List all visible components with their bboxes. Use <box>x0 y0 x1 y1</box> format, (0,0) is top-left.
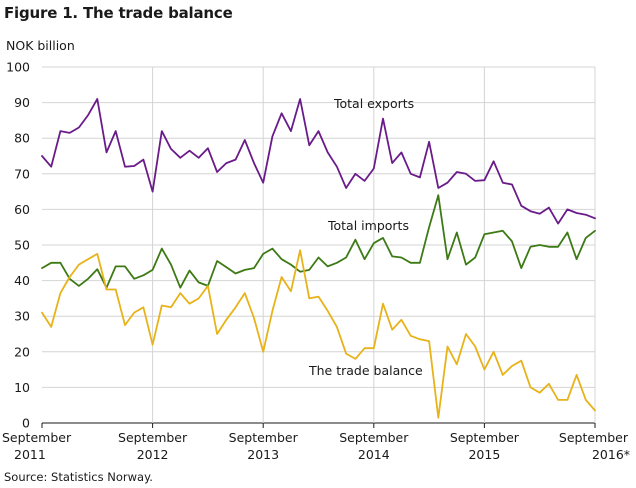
y-tick-label: 0 <box>22 416 30 431</box>
x-tick-label-year: 2011 <box>14 447 46 462</box>
annotation-total-imports: Total imports <box>327 218 409 233</box>
series-line-total-exports <box>41 98 596 225</box>
y-tick-label: 10 <box>14 380 30 395</box>
y-tick-label: 50 <box>14 238 30 253</box>
x-tick-label: September <box>118 430 188 445</box>
x-tick-label: September <box>559 430 629 445</box>
y-tick-label: 60 <box>14 202 30 217</box>
line-chart: 0 10 20 30 40 50 60 70 80 90 100 September 2011 Septe… <box>2 60 630 463</box>
y-tick-label: 30 <box>14 309 30 324</box>
y-tick-label: 40 <box>14 273 30 288</box>
x-tick-label-year: 2013 <box>247 447 279 462</box>
x-tick-label-year: 2014 <box>358 447 390 462</box>
series-line-the-trade-balance <box>41 249 596 419</box>
annotation-the-trade-balance: The trade balance <box>308 363 423 378</box>
annotation-total-exports: Total exports <box>333 96 414 111</box>
x-tick-label-year: 2012 <box>137 447 169 462</box>
x-tick-label-year: 2016* <box>592 447 630 462</box>
y-axis-unit-label: NOK billion <box>6 38 75 53</box>
x-tick-label: September <box>339 430 409 445</box>
x-tick-label: September <box>2 430 72 445</box>
x-tick-label-year: 2015 <box>468 447 500 462</box>
series-line-total-imports <box>41 194 596 289</box>
y-tick-label: 80 <box>14 131 30 146</box>
y-tick-label: 100 <box>6 60 30 75</box>
source-note: Source: Statistics Norway. <box>4 470 153 484</box>
y-tick-label: 90 <box>14 95 30 110</box>
y-tick-label: 20 <box>14 344 30 359</box>
figure-title: Figure 1. The trade balance <box>4 4 233 22</box>
y-tick-label: 70 <box>14 166 30 181</box>
x-tick-label: September <box>450 430 520 445</box>
x-tick-label: September <box>229 430 299 445</box>
